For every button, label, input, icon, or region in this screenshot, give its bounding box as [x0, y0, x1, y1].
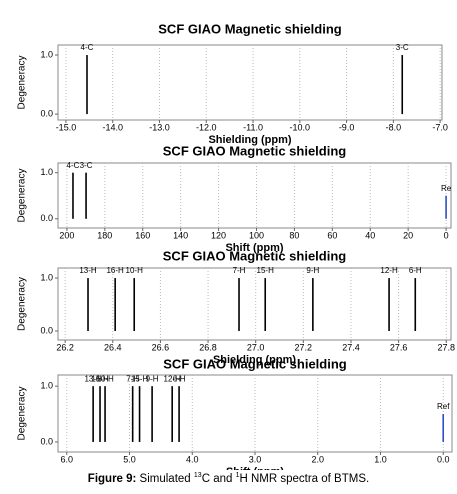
- x-tick-label: -14.0: [102, 122, 123, 132]
- chart-title: SCF GIAO Magnetic shielding: [163, 248, 347, 263]
- peak-label: 15-H: [257, 266, 275, 275]
- x-tick-label: 27.2: [295, 342, 313, 352]
- x-tick-label: -7.0: [432, 122, 448, 132]
- x-tick-label: 26.2: [56, 342, 74, 352]
- x-tick-label: 27.0: [247, 342, 265, 352]
- y-tick-label: 0.0: [40, 213, 53, 223]
- x-tick-label: 27.8: [437, 342, 455, 352]
- peak-label: 7-H: [233, 266, 246, 275]
- caption-text: C and: [201, 472, 236, 485]
- x-tick-label: 26.6: [152, 342, 170, 352]
- plot-frame: [57, 374, 453, 453]
- peak-label: 9-H: [146, 374, 159, 383]
- y-tick-label: 1.0: [40, 381, 53, 391]
- x-tick-label: -13.0: [149, 122, 170, 132]
- y-tick-label: 1.0: [40, 272, 53, 282]
- x-tick-label: 1.0: [374, 454, 387, 464]
- y-axis-label: Degeneracy: [17, 56, 28, 110]
- peak-label: 3-C: [80, 161, 93, 170]
- chart-title: SCF GIAO Magnetic shielding: [163, 356, 347, 371]
- peak-label: 9-H: [306, 266, 319, 275]
- x-axis-label: Shielding (ppm): [213, 354, 296, 366]
- chart-stack: SCF GIAO Magnetic shielding Degeneracy Shi…: [17, 21, 455, 477]
- peak-label: 12-H: [380, 266, 398, 275]
- x-tick-label: -12.0: [196, 122, 217, 132]
- x-tick-label: 2.0: [311, 454, 324, 464]
- x-tick-label: 100: [249, 230, 264, 240]
- x-tick-label: 40: [365, 230, 375, 240]
- peak-label: 12-H: [164, 374, 182, 383]
- x-tick-label: 6.0: [61, 454, 74, 464]
- y-tick-label: 1.0: [40, 167, 53, 177]
- peak-label: 16-H: [91, 374, 109, 383]
- caption: Figure 9: Simulated 13C and 1H NMR spect…: [0, 472, 457, 485]
- y-tick-label: 1.0: [40, 49, 53, 59]
- peak-label: 13-H: [84, 374, 102, 383]
- y-tick-label: 0.0: [40, 325, 53, 335]
- peak-label: Ref: [437, 402, 450, 411]
- x-tick-label: -9.0: [339, 122, 355, 132]
- x-tick-label: 0.0: [437, 454, 450, 464]
- peak-label: 16-H: [106, 266, 124, 275]
- x-tick-label: 27.6: [390, 342, 408, 352]
- plot-frame: [57, 267, 452, 341]
- caption-sup: 13: [193, 472, 202, 479]
- x-tick-label: -15.0: [56, 122, 77, 132]
- chart-title: SCF GIAO Magnetic shielding: [158, 21, 342, 36]
- peak-label: 13-H: [79, 266, 97, 275]
- x-tick-label: 27.4: [342, 342, 360, 352]
- x-axis-label: Shielding (ppm): [208, 134, 291, 146]
- x-tick-label: 4.0: [186, 454, 199, 464]
- peak-label: 7-H: [126, 374, 139, 383]
- plot-frame: [57, 162, 452, 229]
- y-axis-label: Degeneracy: [17, 387, 28, 441]
- x-tick-label: 140: [173, 230, 188, 240]
- x-tick-label: 26.8: [199, 342, 217, 352]
- y-axis-label: Degeneracy: [17, 169, 28, 223]
- x-tick-label: -8.0: [386, 122, 402, 132]
- peak-label: 15-H: [131, 374, 149, 383]
- caption-sup: 1: [235, 472, 240, 479]
- peak-label: 4-C: [81, 43, 94, 52]
- plot-frame: [57, 44, 443, 121]
- x-tick-label: 80: [289, 230, 299, 240]
- x-tick-label: 200: [59, 230, 74, 240]
- chart-title: SCF GIAO Magnetic shielding: [163, 143, 347, 158]
- x-tick-label: -10.0: [290, 122, 311, 132]
- x-axis-label: Shift (ppm): [225, 242, 283, 254]
- x-axis-label: Shift (ppm): [226, 466, 284, 470]
- y-tick-label: 0.0: [40, 436, 53, 446]
- peak-label: 10-H: [96, 374, 114, 383]
- x-tick-label: 20: [403, 230, 413, 240]
- caption-text: Simulated: [136, 472, 194, 485]
- x-tick-label: 60: [327, 230, 337, 240]
- peak-label: 6-H: [409, 266, 422, 275]
- y-tick-label: 0.0: [40, 108, 53, 118]
- x-tick-label: 120: [211, 230, 226, 240]
- peak-label: 3-C: [396, 43, 409, 52]
- x-tick-label: 5.0: [123, 454, 136, 464]
- peak-label: 10-H: [126, 266, 144, 275]
- x-tick-label: -11.0: [243, 122, 263, 132]
- x-tick-label: 3.0: [249, 454, 262, 464]
- peak-label: Re: [441, 184, 452, 193]
- x-tick-label: 0: [444, 230, 449, 240]
- caption-text: H NMR spectra of BTMS.: [239, 472, 370, 485]
- caption-label: Figure 9:: [87, 472, 137, 485]
- peak-label: 4-C: [67, 161, 80, 170]
- x-tick-label: 180: [97, 230, 112, 240]
- peak-label: 6-H: [173, 374, 186, 383]
- y-axis-label: Degeneracy: [17, 277, 28, 331]
- x-tick-label: 160: [135, 230, 150, 240]
- x-tick-label: 26.4: [104, 342, 122, 352]
